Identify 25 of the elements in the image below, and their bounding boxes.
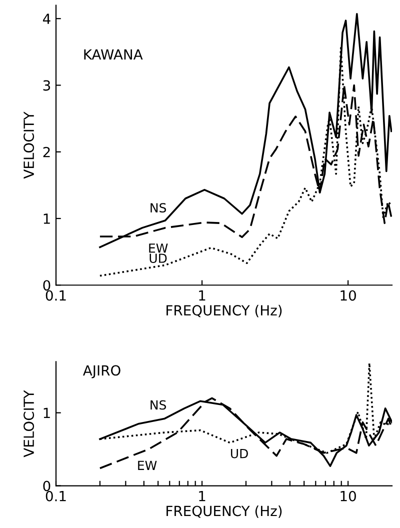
series-label: EW [149, 244, 168, 253]
x-tick-label: 10 [340, 290, 356, 301]
y-tick-label: 0 [43, 280, 50, 291]
x-tick-label: 1 [199, 491, 206, 502]
y-tick-label: 2 [43, 146, 50, 158]
x-axis-title: FREQUENCY (Hz) [166, 505, 282, 518]
series-label: UD [230, 448, 248, 458]
y-tick-label: 1 [44, 408, 50, 418]
y-axis-title: VELOCITY [24, 390, 34, 458]
y-tick-label: 4 [42, 14, 50, 24]
series-label: UD [150, 254, 167, 263]
x-axis-title: FREQUENCY (Hz) [166, 304, 282, 318]
chart-title: AJIRO [82, 365, 120, 378]
series-label: EW [138, 460, 157, 470]
y-tick-label: 0 [43, 480, 50, 492]
x-tick-label: 0.1 [46, 490, 66, 502]
x-tick-label: 0.1 [46, 290, 66, 301]
series-label: NS [150, 203, 166, 213]
series-label: NS [150, 400, 166, 410]
y-axis-title: VELOCITY [24, 112, 34, 179]
y-tick-label: 3 [43, 80, 50, 91]
x-tick-label: 1 [199, 290, 206, 301]
text: KAWANA [84, 49, 143, 60]
x-tick-label: 10 [340, 490, 356, 502]
y-tick-label: 1 [44, 214, 50, 224]
